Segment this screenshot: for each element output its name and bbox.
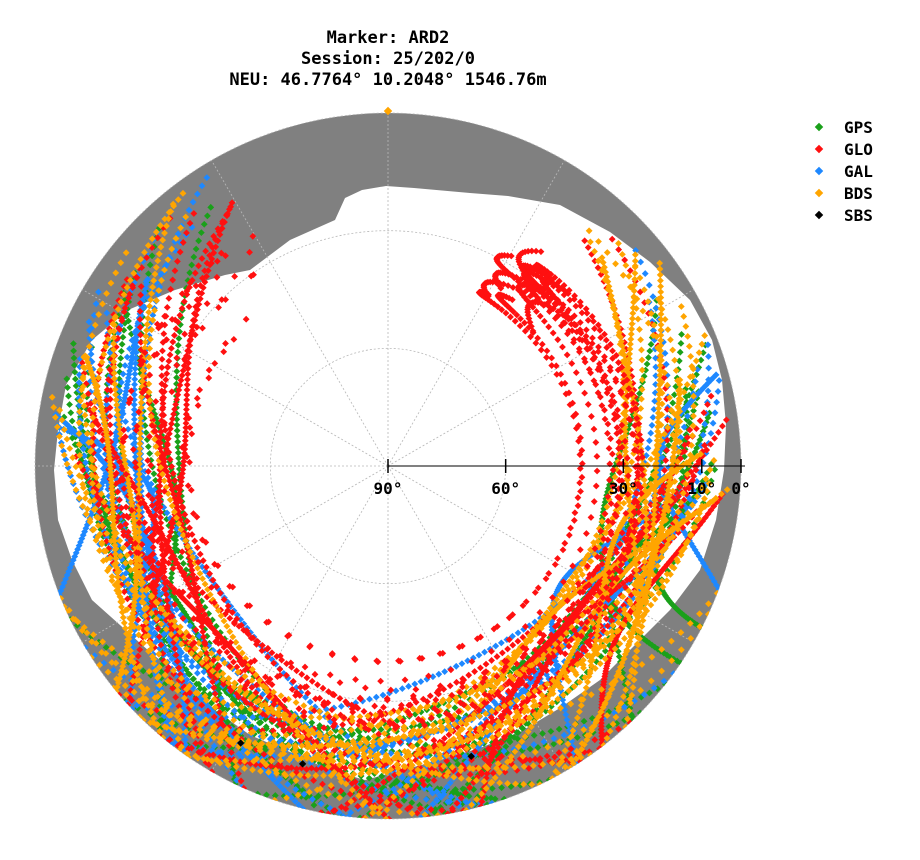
title-position: NEU: 46.7764° 10.2048° 1546.76m	[229, 70, 547, 90]
gps-point	[207, 203, 215, 211]
gps-point	[174, 341, 182, 349]
gps-point	[174, 348, 182, 356]
gps-point	[200, 220, 208, 228]
skyplot-grid	[34, 112, 742, 820]
gps-point	[117, 354, 125, 362]
grid-spoke	[211, 160, 389, 467]
gps-point	[331, 791, 339, 799]
gps-point	[271, 792, 279, 799]
grid-spoke	[82, 289, 389, 467]
gps-point	[173, 415, 181, 423]
grid-spoke	[387, 289, 694, 467]
gps-point	[195, 237, 203, 245]
grid-spoke	[387, 160, 565, 467]
gps-point	[174, 438, 182, 446]
gps-point	[204, 212, 211, 220]
gps-point	[175, 335, 183, 342]
gps-point	[186, 269, 194, 277]
title-session: Session: 25/202/0	[301, 49, 475, 69]
grid-spoke	[82, 465, 389, 643]
gps-point	[119, 333, 127, 341]
grid-spoke	[387, 465, 694, 643]
chart-title: Marker: ARD2 Session: 25/202/0 NEU: 46.7…	[0, 28, 776, 91]
gps-point	[116, 361, 124, 369]
gps-point	[310, 801, 318, 809]
observation-points	[48, 174, 731, 819]
gps-point	[175, 454, 183, 462]
grid-spoke	[387, 465, 565, 772]
gps-point	[174, 432, 181, 440]
gps-point	[190, 253, 198, 261]
title-marker: Marker: ARD2	[326, 28, 450, 48]
gps-point	[308, 719, 316, 727]
gps-point	[192, 245, 200, 253]
gps-point	[118, 340, 126, 348]
gps-point	[173, 421, 181, 429]
gps-point	[188, 261, 196, 269]
gps-point	[174, 449, 182, 457]
gps-point	[173, 427, 181, 435]
gps-point	[263, 791, 270, 799]
grid-spoke	[211, 465, 389, 772]
gps-point	[197, 229, 205, 236]
